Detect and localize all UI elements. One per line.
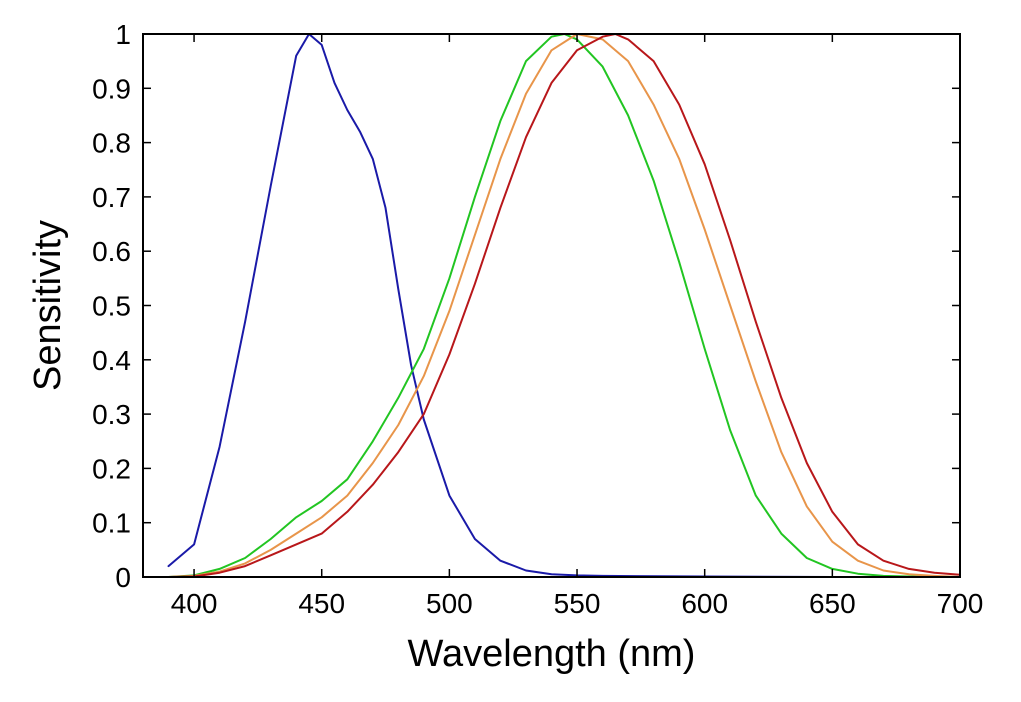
x-tick-label: 600 [681, 588, 728, 619]
y-tick-label: 0.9 [92, 73, 131, 104]
y-tick-label: 0.6 [92, 236, 131, 267]
x-tick-label: 450 [298, 588, 345, 619]
y-tick-label: 0.4 [92, 345, 131, 376]
ticks-layer: 400 450 500 550 600 650 700 0 0.1 0.2 0.3 0.4 0.5 0.6… [92, 19, 983, 619]
x-tick-label: 550 [554, 588, 601, 619]
x-axis-title: Wavelength (nm) [408, 633, 696, 675]
x-tick-label: 650 [809, 588, 856, 619]
series-line-red [167, 33, 961, 578]
y-tick-label: 0.3 [92, 399, 131, 430]
x-tick-label: 500 [426, 588, 473, 619]
y-tick-label: 0.8 [92, 128, 131, 159]
x-tick-label: 700 [937, 588, 984, 619]
series-line-blue [167, 33, 961, 578]
series-layer [167, 33, 961, 578]
y-tick-label: 0.7 [92, 182, 131, 213]
y-tick-label: 1 [115, 19, 131, 50]
y-axis-title: Sensitivity [27, 220, 69, 391]
y-tick-label: 0.1 [92, 508, 131, 539]
series-line-green [167, 33, 961, 578]
y-tick-label: 0 [115, 562, 131, 593]
series-line-orange [167, 33, 961, 578]
plot-frame [142, 33, 961, 578]
y-tick-label: 0.5 [92, 291, 131, 322]
x-tick-label: 400 [171, 588, 218, 619]
y-tick-label: 0.2 [92, 453, 131, 484]
